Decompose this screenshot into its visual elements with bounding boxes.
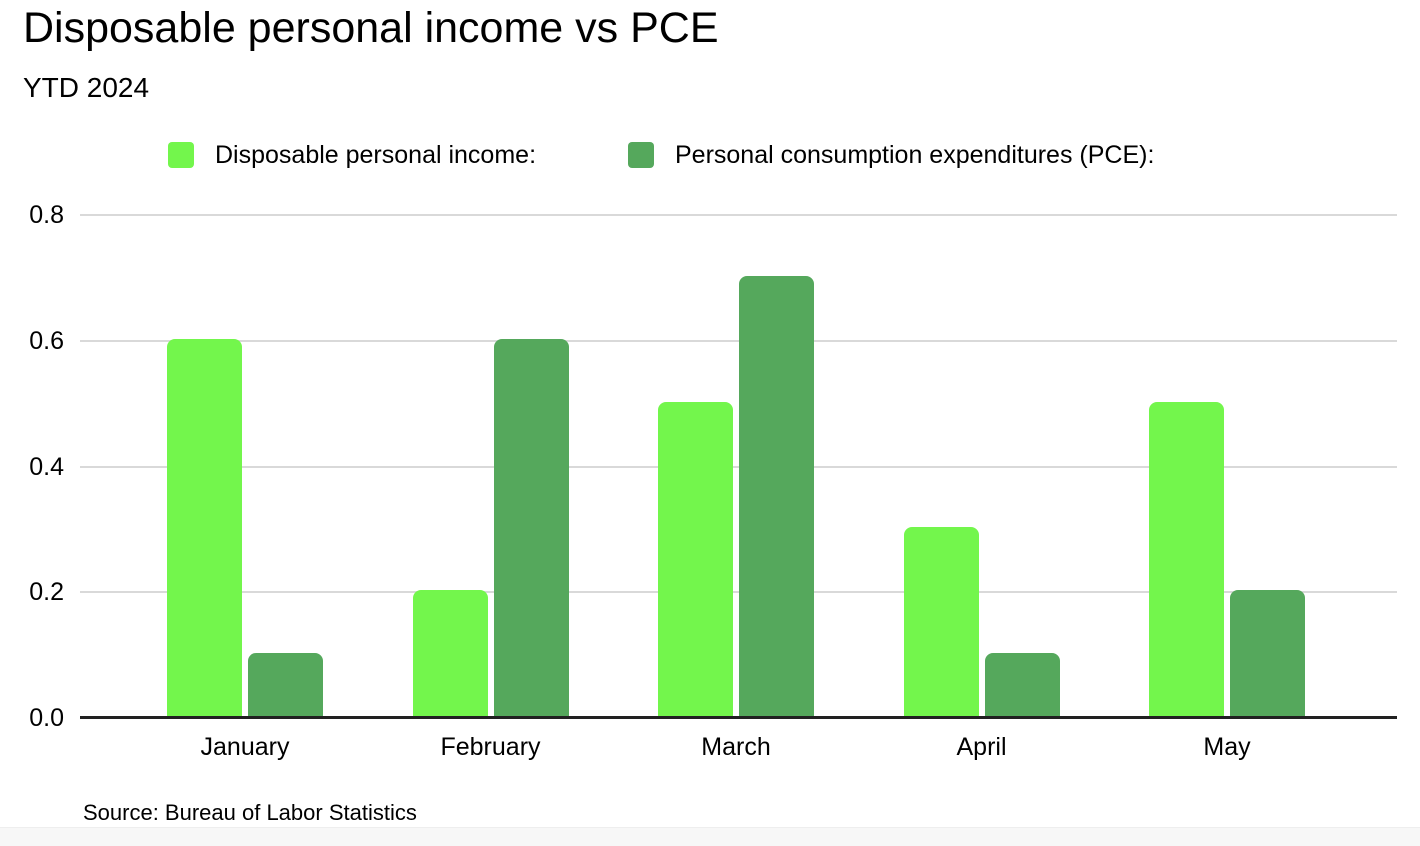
x-tick-label-march: March [701,733,771,761]
legend-item-disposable-income: Disposable personal income: [168,141,536,169]
bar-april-disposable-income [903,527,979,716]
x-tick-label-january: January [200,733,290,761]
bar-february-pce [493,338,569,716]
legend-swatch-disposable-income [168,142,194,168]
bar-group-april [903,213,1060,716]
y-tick-label: 0.4 [29,452,64,481]
gridline-0.6 [80,339,1397,342]
x-tick-label-february: February [440,733,541,761]
source-note: Source: Bureau of Labor Statistics [83,800,417,825]
bar-group-february [412,213,569,716]
plot-area [80,213,1397,719]
bar-january-pce [248,653,323,716]
bottom-strip [0,827,1420,846]
legend-item-pce: Personal consumption expenditures (PCE): [628,141,1154,169]
bar-january-disposable-income [167,338,242,716]
bar-group-march [658,213,814,716]
x-axis-line [80,716,1397,719]
legend-label: Personal consumption expenditures (PCE): [675,140,1155,169]
bar-april-pce [984,653,1060,716]
gridline-0.4 [80,465,1397,468]
bar-group-may [1149,213,1305,716]
y-tick-label: 0.2 [29,578,64,607]
y-axis-labels: 0.0 0.2 0.4 0.6 0.8 [0,201,64,732]
legend-swatch-pce [628,142,654,168]
chart-title: Disposable personal income vs PCE [23,4,719,52]
chart-subtitle: YTD 2024 [23,72,150,103]
y-tick-label: 0.0 [29,704,64,732]
gridline-0.2 [80,591,1397,594]
legend-label: Disposable personal income: [215,140,537,169]
x-tick-label-april: April [956,733,1007,761]
y-tick-label: 0.8 [29,201,64,229]
x-tick-label-may: May [1203,733,1251,761]
bar-march-disposable-income [658,401,733,716]
bar-may-disposable-income [1149,401,1224,716]
gridline-0.8 [80,214,1397,216]
bar-february-disposable-income [412,590,488,716]
bar-may-pce [1230,590,1305,716]
y-tick-label: 0.6 [29,326,64,355]
bar-group-january [167,213,323,716]
bar-march-pce [739,275,814,716]
